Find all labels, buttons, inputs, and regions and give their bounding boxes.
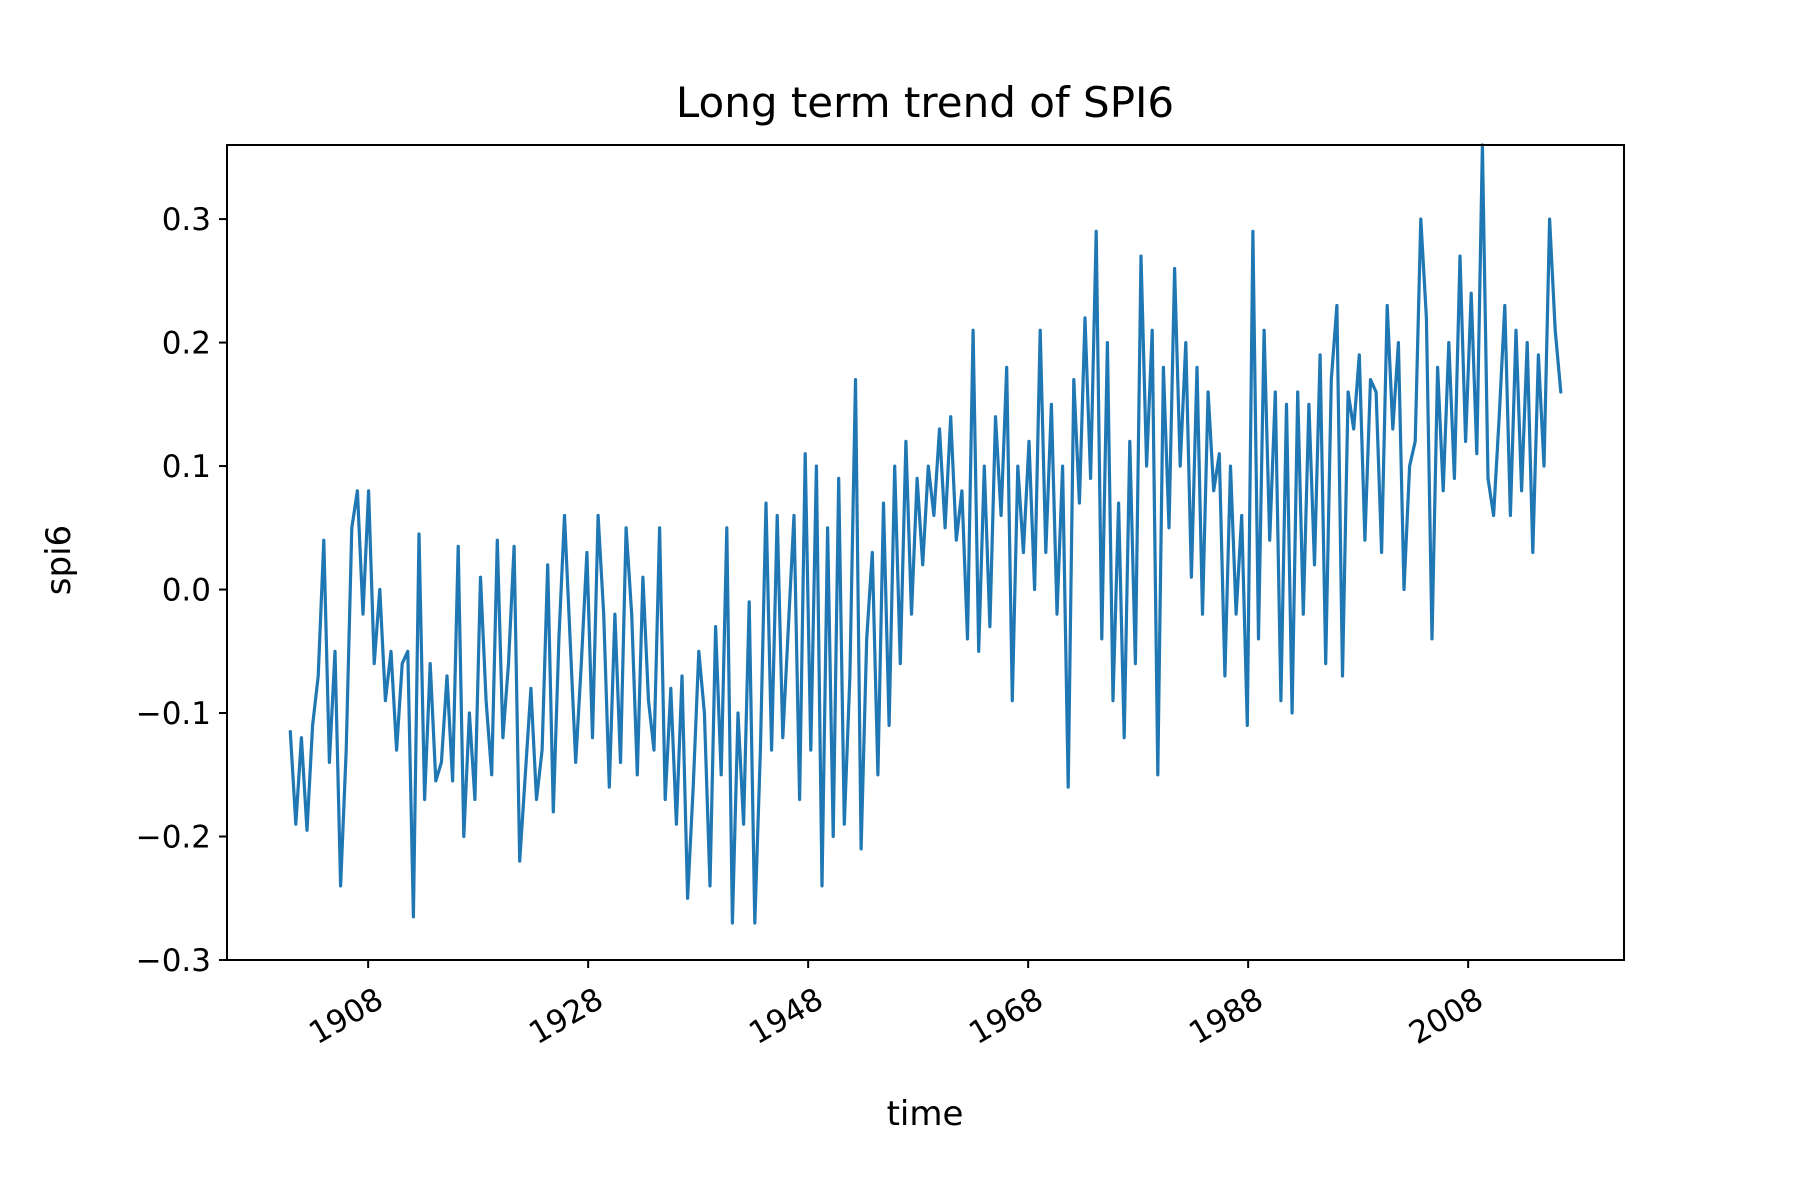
y-tick-label: 0.2	[162, 326, 211, 362]
x-axis-title: time	[887, 1094, 964, 1134]
y-tick-label: −0.1	[136, 696, 211, 732]
x-tick-label: 2008	[1403, 981, 1489, 1052]
plot-area	[288, 143, 1563, 925]
y-tick-label: 0.0	[162, 573, 211, 609]
x-axis: 1908 1928 1948 1968 1988 2008	[303, 960, 1489, 1052]
y-tick-label: −0.2	[136, 820, 211, 856]
y-tick-label: 0.3	[162, 202, 211, 238]
x-tick-label: 1968	[963, 981, 1049, 1052]
x-tick-label: 1948	[743, 981, 829, 1052]
x-tick-label: 1908	[303, 981, 389, 1052]
y-axis-title: spi6	[39, 525, 79, 595]
y-tick-label: −0.3	[136, 943, 211, 979]
y-tick-label: 0.1	[162, 449, 211, 485]
x-tick-label: 1928	[523, 981, 609, 1052]
y-axis: 0.3 0.2 0.1 0.0 −0.1 −0.2 −0.3	[136, 202, 227, 979]
chart-title: Long term trend of SPI6	[676, 78, 1174, 127]
series-line	[288, 143, 1563, 925]
x-tick-label: 1988	[1183, 981, 1269, 1052]
plot-frame	[226, 144, 1625, 961]
